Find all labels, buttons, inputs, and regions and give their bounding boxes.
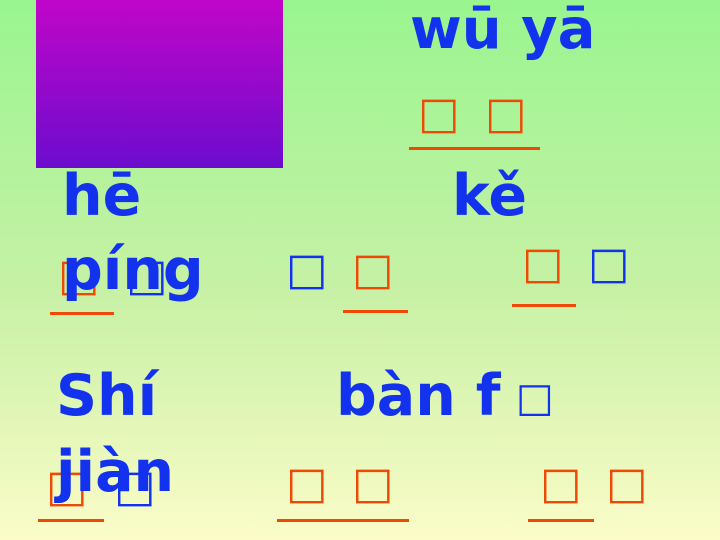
char-w4-2: □ — [352, 244, 394, 295]
pinyin-ke: kě — [452, 163, 528, 229]
underline-ping — [50, 312, 114, 315]
pinyin-shi: Shí — [56, 363, 158, 429]
char-w5-2: □ — [588, 238, 630, 289]
char-w8-2: □ — [352, 458, 394, 509]
pinyin-ban-fa: bàn f — [336, 363, 501, 429]
char-w9-2: □ — [606, 458, 648, 509]
underline-jian — [38, 519, 104, 522]
char-w9-1: □ — [540, 458, 582, 509]
char-jian-1: □ — [46, 461, 88, 512]
pinyin-ping: píng — [62, 237, 204, 303]
char-w5-1: □ — [522, 238, 564, 289]
gradient-picture-box — [36, 0, 283, 168]
char-jian-2: □ — [114, 461, 156, 512]
char-fa-placeholder: □ — [516, 375, 554, 421]
pinyin-he: hē — [62, 163, 142, 229]
pinyin-wu-ya: wū yā — [410, 0, 596, 62]
char-wu: □ — [418, 88, 460, 139]
underline-w4 — [343, 310, 408, 313]
underline-w9 — [528, 519, 594, 522]
char-ya: □ — [485, 88, 527, 139]
pinyin-jian: jiàn — [56, 439, 175, 505]
char-w8-1: □ — [286, 458, 328, 509]
char-ping-2: □ — [126, 250, 168, 301]
underline-w8 — [277, 519, 409, 522]
underline-w5 — [512, 304, 576, 307]
underline-wu-ya — [409, 147, 540, 150]
char-w4-1: □ — [286, 244, 328, 295]
char-ping-1: □ — [58, 250, 100, 301]
